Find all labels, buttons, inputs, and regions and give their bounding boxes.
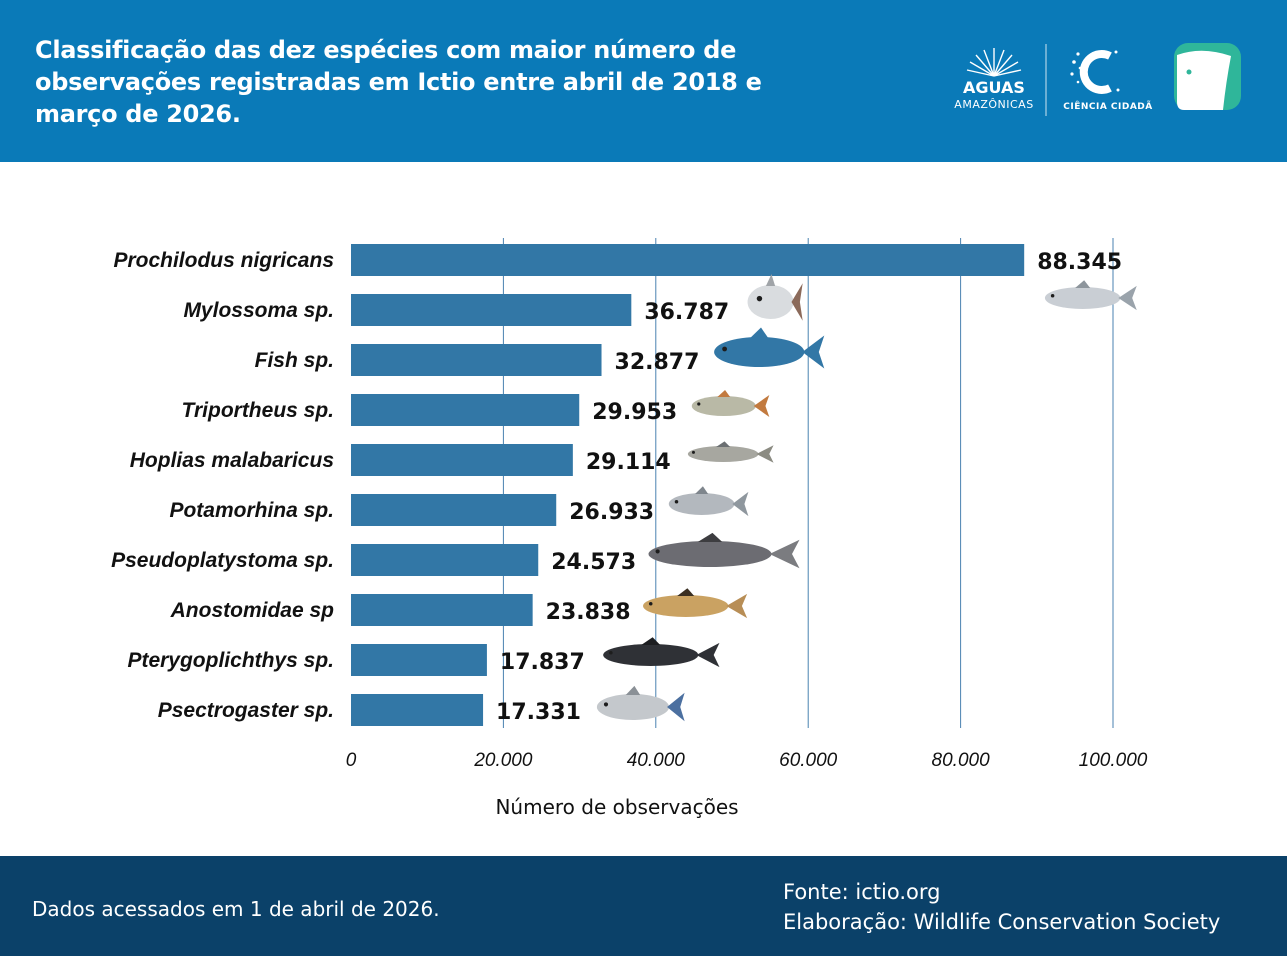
x-tick-label: 100.000 <box>1079 750 1148 771</box>
category-label: Pterygoplichthys sp. <box>127 649 334 672</box>
bar <box>351 544 539 576</box>
credit-text: Elaboração: Wildlife Conservation Societ… <box>783 910 1221 934</box>
category-label: Pseudoplatystoma sp. <box>111 549 334 572</box>
category-label: Fish sp. <box>255 349 334 372</box>
value-label: 29.114 <box>586 450 671 475</box>
fish-illustration-icon <box>643 588 748 619</box>
fish-illustration-icon <box>1044 280 1137 311</box>
fish-illustration-icon <box>687 441 774 463</box>
bar <box>351 594 533 626</box>
source-text: Fonte: ictio.org <box>783 880 941 904</box>
value-label: 36.787 <box>644 300 729 325</box>
x-tick-label: 60.000 <box>779 750 838 771</box>
bar <box>351 294 632 326</box>
fish-illustration-icon <box>668 486 749 517</box>
category-label: Psectrogaster sp. <box>158 699 334 722</box>
x-tick-label: 0 <box>346 750 357 771</box>
aguas-amazonicas-logo: AGUAS AMAZÔNICAS <box>954 48 1033 111</box>
fish-illustration-icon <box>603 637 720 668</box>
category-label: Anostomidae sp <box>170 599 335 622</box>
aguas-logo-line2: AMAZÔNICAS <box>954 98 1033 111</box>
value-label: 17.331 <box>496 700 581 725</box>
category-label: Potamorhina sp. <box>169 499 334 522</box>
fish-illustration-icon <box>596 685 685 722</box>
bar <box>351 644 487 676</box>
logo-group: AGUAS AMAZÔNICAS CIÊNCIA CIDADÃ <box>954 43 1241 116</box>
value-label: 26.933 <box>569 500 654 525</box>
aguas-logo-line1: AGUAS <box>963 78 1025 97</box>
data-access-date: Dados acessados em 1 de abril de 2026. <box>32 897 440 921</box>
category-label: Hoplias malabaricus <box>130 449 334 472</box>
fish-illustration-icon <box>691 390 770 417</box>
ictio-app-icon <box>1174 43 1241 110</box>
fish-illustration-icon <box>648 532 800 569</box>
footer-banner <box>0 856 1287 956</box>
value-label: 24.573 <box>551 550 636 575</box>
x-tick-label: 20.000 <box>473 750 533 771</box>
bar-chart: Prochilodus nigricans 88.345 Mylossoma sp.… <box>111 238 1148 819</box>
value-label: 23.838 <box>546 600 631 625</box>
value-label: 29.953 <box>592 400 677 425</box>
x-tick-label: 80.000 <box>932 750 991 771</box>
bar <box>351 494 557 526</box>
value-label: 17.837 <box>500 650 585 675</box>
page-title: Classificação das dez espécies com maior… <box>35 36 762 128</box>
value-label: 88.345 <box>1037 250 1122 275</box>
category-label: Triportheus sp. <box>182 399 334 422</box>
footer-credits: Fonte: ictio.org Elaboração: Wildlife Co… <box>783 877 1220 937</box>
ciencia-cidada-text: CIÊNCIA CIDADÃ <box>1063 100 1153 112</box>
bar <box>351 394 580 426</box>
bar <box>351 244 1025 276</box>
fish-illustration-icon <box>747 274 803 321</box>
value-label: 32.877 <box>615 350 700 375</box>
bar <box>351 444 573 476</box>
category-label: Prochilodus nigricans <box>113 249 334 272</box>
bar <box>351 344 602 376</box>
fish-illustration-icon <box>714 327 825 369</box>
category-label: Mylossoma sp. <box>183 299 334 322</box>
x-axis-label: Número de observações <box>495 795 738 819</box>
ciencia-cidada-logo: CIÊNCIA CIDADÃ <box>1063 50 1153 112</box>
x-tick-label: 40.000 <box>627 750 686 771</box>
bar <box>351 694 484 726</box>
header-banner <box>0 0 1287 162</box>
